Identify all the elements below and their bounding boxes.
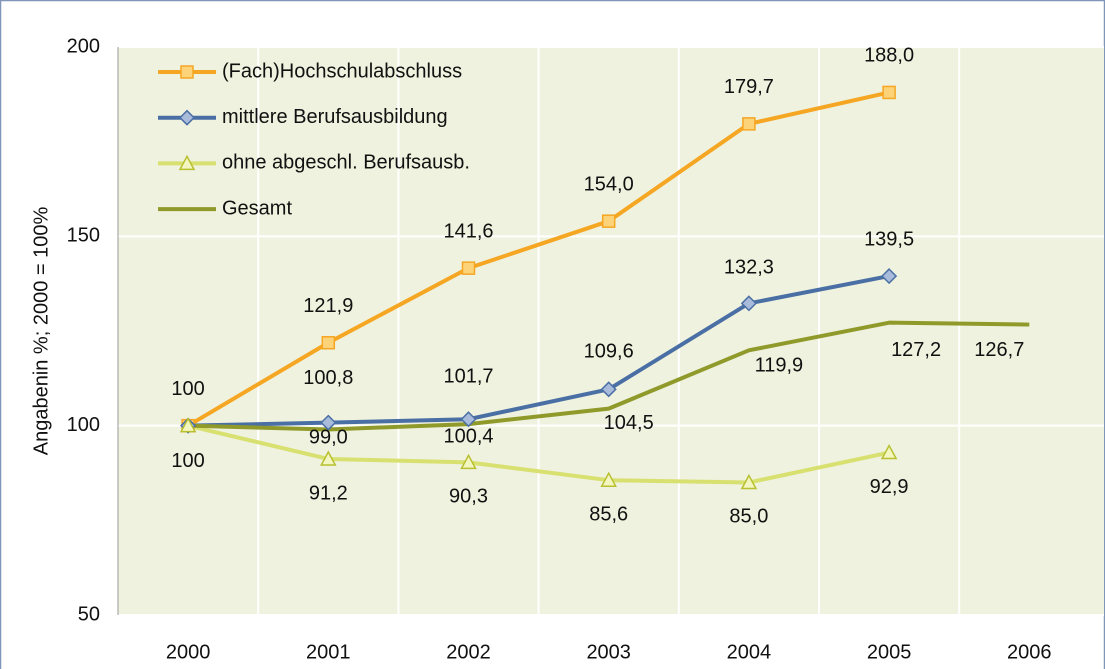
marker: [600, 471, 617, 487]
legend-label: Gesamt: [222, 197, 292, 219]
data-label: 127,2: [891, 339, 941, 361]
y-tick-label: 50: [78, 603, 100, 625]
marker: [461, 261, 476, 275]
data-label: 188,0: [864, 45, 914, 67]
y-tick-label: 150: [67, 225, 100, 247]
marker: [321, 335, 336, 350]
x-tick-label: 2003: [586, 641, 631, 663]
marker: [178, 154, 196, 171]
data-label: 100: [171, 450, 204, 472]
data-label: 100,8: [303, 367, 353, 389]
marker: [742, 117, 756, 131]
data-label: 85,0: [729, 506, 768, 528]
legend-label: mittlere Berufsausbildung: [222, 106, 448, 128]
marker: [882, 85, 896, 100]
x-tick-label: 2001: [306, 641, 351, 663]
marker: [600, 381, 617, 398]
x-tick-label: 2006: [1007, 641, 1052, 663]
marker: [740, 473, 758, 490]
marker: [880, 443, 898, 460]
data-label: 132,3: [724, 257, 774, 279]
marker: [881, 268, 898, 285]
data-label: 91,2: [309, 482, 348, 504]
marker: [460, 411, 477, 428]
legend-label: ohne abgeschl. Berufsausb.: [222, 152, 470, 174]
x-tick-label: 2000: [166, 641, 211, 663]
data-label: 100,4: [443, 425, 493, 447]
y-tick-label: 200: [67, 35, 100, 57]
series-line: [187, 423, 890, 485]
data-label: 99,0: [309, 427, 348, 449]
marker: [601, 214, 616, 228]
data-label: 92,9: [870, 476, 909, 498]
x-tick-label: 2002: [446, 641, 491, 663]
data-label: 104,5: [604, 412, 654, 434]
y-axis-label: Angabenin %; 2000 = 100%: [30, 207, 52, 456]
data-label: 101,7: [443, 366, 493, 388]
marker: [320, 450, 337, 466]
data-label: 179,7: [724, 76, 774, 98]
legend-label: (Fach)Hochschulabschluss: [222, 60, 462, 82]
series-line: [187, 90, 890, 428]
data-label: 100: [171, 378, 204, 400]
data-label: 90,3: [449, 486, 488, 508]
marker: [178, 109, 196, 126]
data-label: 119,9: [755, 355, 804, 377]
x-tick-label: 2005: [867, 641, 912, 663]
data-label: 154,0: [584, 173, 634, 195]
series-line: [188, 274, 890, 428]
plot-area: [118, 47, 1104, 615]
data-label: 141,6: [443, 220, 493, 242]
marker: [460, 453, 477, 470]
data-label: 121,9: [303, 295, 353, 317]
marker: [179, 417, 197, 433]
data-label: 85,6: [589, 503, 628, 525]
marker: [180, 65, 194, 79]
marker: [320, 414, 337, 431]
data-label: 126,7: [974, 339, 1024, 361]
marker: [740, 295, 757, 312]
data-label: 139,5: [864, 228, 914, 250]
x-tick-label: 2004: [727, 641, 772, 663]
data-label: 109,6: [584, 341, 634, 363]
y-tick-label: 100: [67, 414, 100, 436]
